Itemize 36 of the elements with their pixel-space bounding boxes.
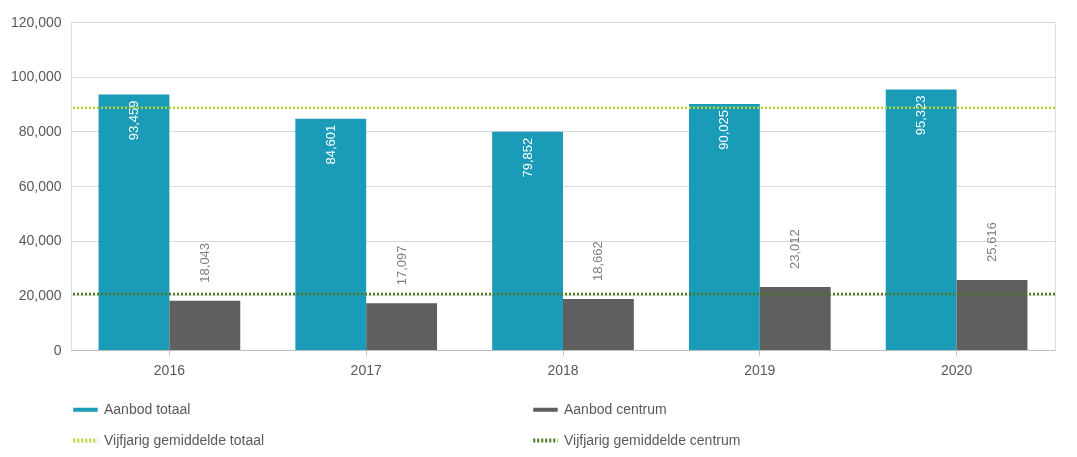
y-tick-label: 120,000 bbox=[10, 13, 62, 30]
bar bbox=[956, 279, 1028, 350]
data-label: 93,459 bbox=[125, 100, 141, 141]
y-tick-label: 20,000 bbox=[18, 286, 62, 303]
data-label: 18,043 bbox=[196, 242, 212, 283]
data-label: 17,097 bbox=[393, 245, 409, 286]
legend-label: Aanbod centrum bbox=[564, 400, 667, 417]
y-tick-label: 40,000 bbox=[18, 232, 62, 249]
data-label: 95,323 bbox=[913, 95, 929, 136]
legend-label: Aanbod totaal bbox=[104, 400, 191, 417]
bar bbox=[492, 131, 563, 350]
legend-label: Vijfjarig gemiddelde totaal bbox=[104, 431, 265, 448]
y-tick-label: 0 bbox=[53, 341, 62, 358]
data-label: 18,662 bbox=[590, 241, 606, 281]
x-tick-label: 2018 bbox=[547, 361, 579, 378]
data-label: 25,616 bbox=[984, 222, 1000, 262]
y-tick-label: 60,000 bbox=[18, 177, 62, 194]
bar bbox=[885, 89, 957, 350]
bar bbox=[366, 303, 438, 350]
bar bbox=[688, 103, 760, 350]
bar bbox=[295, 118, 367, 350]
x-tick-label: 2019 bbox=[744, 361, 776, 378]
y-tick-label: 80,000 bbox=[18, 122, 62, 139]
bar bbox=[759, 287, 831, 350]
data-label: 23,012 bbox=[787, 229, 803, 270]
data-label: 79,852 bbox=[519, 137, 535, 178]
data-label: 90,025 bbox=[716, 109, 732, 150]
legend-label: Vijfjarig gemiddelde centrum bbox=[564, 431, 741, 448]
bar bbox=[563, 298, 634, 350]
y-tick-label: 100,000 bbox=[10, 68, 62, 85]
x-tick-label: 2020 bbox=[941, 361, 973, 378]
bar bbox=[98, 94, 170, 350]
data-label: 84,601 bbox=[322, 124, 338, 165]
x-tick-label: 2016 bbox=[153, 361, 186, 378]
x-tick-label: 2017 bbox=[350, 361, 382, 378]
bar bbox=[169, 300, 241, 350]
